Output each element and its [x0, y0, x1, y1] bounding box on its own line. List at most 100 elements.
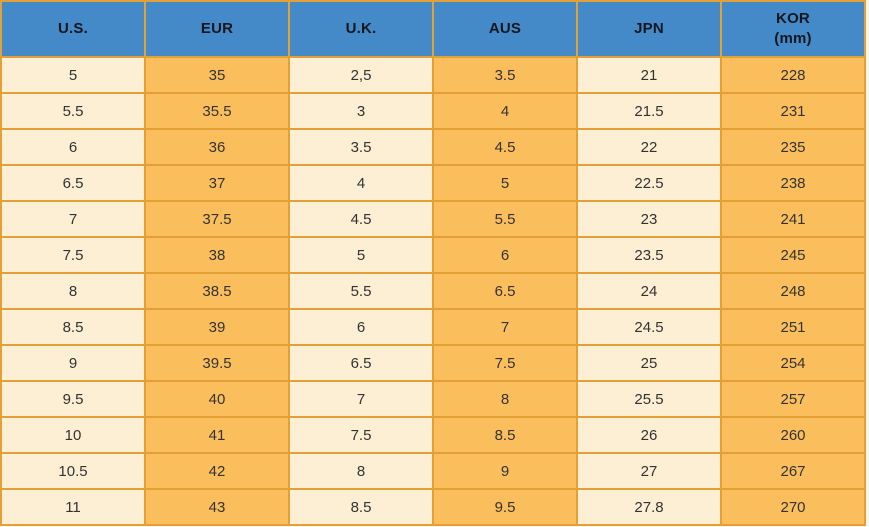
table-row: 8.5 39 6 7 24.5 251 [2, 310, 864, 344]
table-cell: 5 [434, 166, 576, 200]
table-cell: 5 [290, 238, 432, 272]
table-cell: 8.5 [290, 490, 432, 524]
column-header-label: AUS [488, 19, 522, 37]
table-cell: 35.5 [146, 94, 288, 128]
table-cell: 41 [146, 418, 288, 452]
table-cell: 257 [722, 382, 864, 416]
table-cell: 6.5 [2, 166, 144, 200]
table-row: 7 37.5 4.5 5.5 23 241 [2, 202, 864, 236]
table-header: U.S. EUR U.K. AUS JPN KOR (mm) [2, 2, 864, 56]
table-cell: 4.5 [290, 202, 432, 236]
table-cell: 43 [146, 490, 288, 524]
table-cell: 10.5 [2, 454, 144, 488]
column-header-kor: KOR (mm) [722, 2, 864, 56]
table-cell: 39.5 [146, 346, 288, 380]
table-body: 5 35 2,5 3.5 21 228 5.5 35.5 3 4 21.5 231 6 36 3.5 4.5 2… [2, 58, 864, 524]
table-cell: 4 [290, 166, 432, 200]
table-cell: 248 [722, 274, 864, 308]
table-cell: 7 [434, 310, 576, 344]
table-cell: 8.5 [434, 418, 576, 452]
table-cell: 11 [2, 490, 144, 524]
table-cell: 23 [578, 202, 720, 236]
column-header-us: U.S. [2, 2, 144, 56]
table-cell: 36 [146, 130, 288, 164]
table-cell: 25 [578, 346, 720, 380]
table-row: 5 35 2,5 3.5 21 228 [2, 58, 864, 92]
table-row: 9 39.5 6.5 7.5 25 254 [2, 346, 864, 380]
table-cell: 7.5 [2, 238, 144, 272]
table-cell: 27 [578, 454, 720, 488]
table-cell: 7 [2, 202, 144, 236]
table-cell: 8 [434, 382, 576, 416]
table-cell: 8 [290, 454, 432, 488]
table-cell: 6.5 [290, 346, 432, 380]
table-cell: 260 [722, 418, 864, 452]
column-header-sublabel: (mm) [774, 30, 812, 47]
table-cell: 267 [722, 454, 864, 488]
table-cell: 8 [2, 274, 144, 308]
table-cell: 228 [722, 58, 864, 92]
table-cell: 6 [290, 310, 432, 344]
column-header-uk: U.K. [290, 2, 432, 56]
table-cell: 21 [578, 58, 720, 92]
table-cell: 251 [722, 310, 864, 344]
column-header-jpn: JPN [578, 2, 720, 56]
table-cell: 235 [722, 130, 864, 164]
header-row: U.S. EUR U.K. AUS JPN KOR (mm) [2, 2, 864, 56]
table-cell: 8.5 [2, 310, 144, 344]
table-cell: 38 [146, 238, 288, 272]
table-row: 7.5 38 5 6 23.5 245 [2, 238, 864, 272]
table-row: 6.5 37 4 5 22.5 238 [2, 166, 864, 200]
column-header-label: EUR [200, 19, 234, 37]
table-cell: 5.5 [2, 94, 144, 128]
table-cell: 23.5 [578, 238, 720, 272]
table-cell: 35 [146, 58, 288, 92]
table-cell: 42 [146, 454, 288, 488]
table-cell: 26 [578, 418, 720, 452]
table-row: 10 41 7.5 8.5 26 260 [2, 418, 864, 452]
column-header-eur: EUR [146, 2, 288, 56]
table-cell: 21.5 [578, 94, 720, 128]
table-cell: 40 [146, 382, 288, 416]
table-cell: 10 [2, 418, 144, 452]
table-cell: 4.5 [434, 130, 576, 164]
table-cell: 245 [722, 238, 864, 272]
table-cell: 22.5 [578, 166, 720, 200]
table-cell: 5.5 [290, 274, 432, 308]
table-cell: 231 [722, 94, 864, 128]
table-cell: 5.5 [434, 202, 576, 236]
table-cell: 3.5 [290, 130, 432, 164]
table-cell: 7 [290, 382, 432, 416]
column-header-label: KOR [776, 9, 810, 27]
table-cell: 6 [2, 130, 144, 164]
table-cell: 2,5 [290, 58, 432, 92]
table-row: 11 43 8.5 9.5 27.8 270 [2, 490, 864, 524]
column-header-label: JPN [634, 19, 664, 37]
table-row: 9.5 40 7 8 25.5 257 [2, 382, 864, 416]
table-cell: 254 [722, 346, 864, 380]
table-cell: 270 [722, 490, 864, 524]
table-cell: 238 [722, 166, 864, 200]
table-cell: 39 [146, 310, 288, 344]
table-cell: 9.5 [434, 490, 576, 524]
table-row: 8 38.5 5.5 6.5 24 248 [2, 274, 864, 308]
table-cell: 6 [434, 238, 576, 272]
table-cell: 25.5 [578, 382, 720, 416]
table-cell: 241 [722, 202, 864, 236]
table-cell: 24.5 [578, 310, 720, 344]
table-row: 6 36 3.5 4.5 22 235 [2, 130, 864, 164]
table-cell: 7.5 [290, 418, 432, 452]
column-header-aus: AUS [434, 2, 576, 56]
column-header-label: U.S. [58, 19, 88, 37]
table-cell: 3.5 [434, 58, 576, 92]
table-cell: 6.5 [434, 274, 576, 308]
table-row: 10.5 42 8 9 27 267 [2, 454, 864, 488]
table-cell: 9.5 [2, 382, 144, 416]
table-cell: 37.5 [146, 202, 288, 236]
table-cell: 22 [578, 130, 720, 164]
column-header-label: U.K. [345, 19, 377, 37]
table-cell: 5 [2, 58, 144, 92]
table-cell: 27.8 [578, 490, 720, 524]
